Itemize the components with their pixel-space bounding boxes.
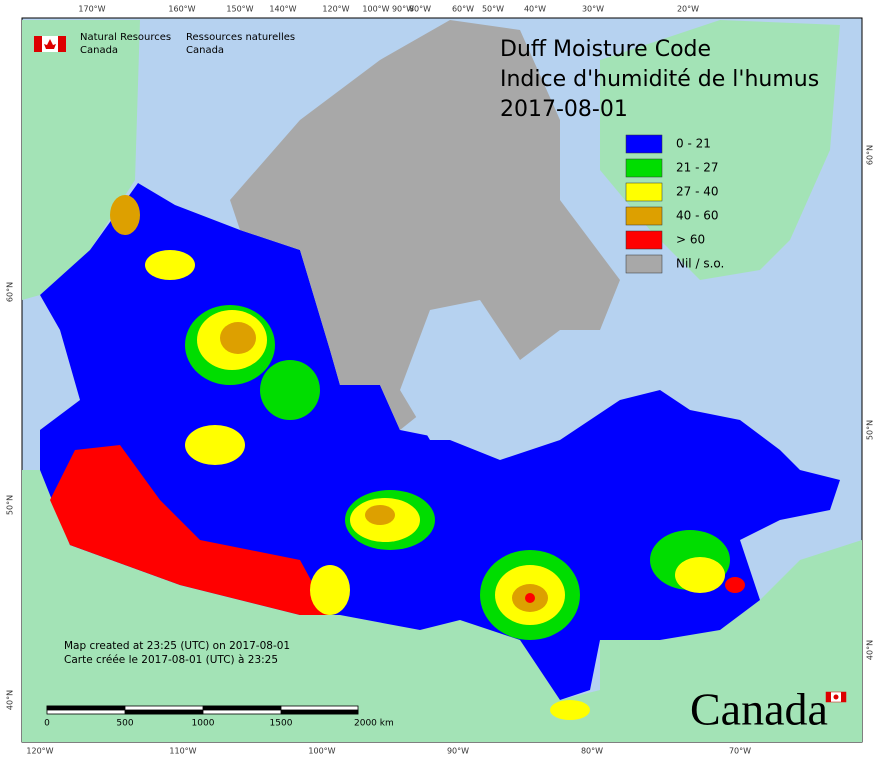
legend-label: 0 - 21 [676, 137, 711, 151]
longitude-label: 90°W [447, 747, 469, 756]
legend-swatch [625, 230, 663, 250]
longitude-label: 70°W [729, 747, 751, 756]
patch [145, 250, 195, 280]
department-en: Canada [80, 45, 118, 56]
department-fr: Ressources naturelles [186, 32, 295, 43]
patch [260, 360, 320, 420]
scale-seg [202, 705, 282, 711]
alaska [22, 20, 140, 300]
latitude-label: 50°N [866, 420, 875, 440]
legend-swatch [625, 182, 663, 202]
longitude-label: 50°W [482, 5, 504, 14]
patch [50, 445, 330, 615]
patch [220, 322, 256, 354]
hudson-bay [400, 300, 530, 440]
latitude-label: 60°N [6, 282, 15, 302]
longitude-label: 150°W [226, 5, 253, 14]
patch [310, 565, 350, 615]
latitude-label: 40°N [6, 690, 15, 710]
latitude-label: 50°N [6, 495, 15, 515]
legend-label: 21 - 27 [676, 161, 719, 175]
longitude-label: 20°W [677, 5, 699, 14]
longitude-label: 140°W [269, 5, 296, 14]
department-fr: Canada [186, 45, 224, 56]
legend-swatch [625, 206, 663, 226]
longitude-label: 60°W [452, 5, 474, 14]
legend-label: 40 - 60 [676, 209, 719, 223]
longitude-label: 120°W [322, 5, 349, 14]
longitude-label: 170°W [78, 5, 105, 14]
scale-label: 1500 [270, 719, 293, 729]
longitude-label: 100°W [362, 5, 389, 14]
flag-leaf [44, 39, 56, 49]
footer-note: Map created at 23:25 (UTC) on 2017-08-01 [64, 640, 290, 652]
patch [185, 425, 245, 465]
patch [675, 557, 725, 593]
latitude-label: 60°N [866, 145, 875, 165]
patch [525, 593, 535, 603]
legend-swatch [625, 134, 663, 154]
arctic-no-data [230, 20, 620, 430]
department-en: Natural Resources [80, 32, 171, 43]
title: Duff Moisture Code [500, 37, 711, 62]
scale-label: 500 [116, 719, 133, 729]
longitude-label: 80°W [581, 747, 603, 756]
longitude-label: 90°W [392, 5, 414, 14]
patch [550, 700, 590, 720]
patch [110, 195, 140, 235]
longitude-label: 100°W [308, 747, 335, 756]
patch [365, 505, 395, 525]
flag-bar [34, 36, 42, 52]
scale-seg [124, 709, 204, 715]
scale-label: 1000 [192, 719, 215, 729]
dmc-patches [50, 195, 745, 720]
scale-label: 0 [44, 719, 50, 729]
longitude-label: 160°W [168, 5, 195, 14]
longitude-label: 110°W [169, 747, 196, 756]
wordmark: Canada [690, 684, 847, 735]
longitude-label: 80°W [409, 5, 431, 14]
latitude-label: 40°N [866, 640, 875, 660]
header: Natural Resources Canada Ressources natu… [34, 32, 295, 56]
legend-swatch [625, 158, 663, 178]
usa [22, 470, 862, 742]
longitude-label: 40°W [524, 5, 546, 14]
wordmark-flag [826, 692, 831, 702]
footer-note: Carte créée le 2017-08-01 (UTC) à 23:25 [64, 654, 278, 666]
patch [725, 577, 745, 593]
wordmark-text: Canada [690, 684, 828, 735]
legend-swatch [625, 254, 663, 274]
scale-label: 2000 km [354, 719, 394, 729]
legend-label: > 60 [676, 233, 705, 247]
title-date: 2017-08-01 [500, 97, 628, 122]
wordmark-flag [833, 694, 839, 700]
longitude-label: 30°W [582, 5, 604, 14]
legend-label: Nil / s.o. [676, 257, 724, 271]
title: Indice d'humidité de l'humus [500, 67, 819, 92]
scale-seg [46, 705, 126, 711]
scale-bar [46, 705, 359, 715]
legend-label: 27 - 40 [676, 185, 719, 199]
scale-seg [280, 709, 359, 715]
longitude-label: 120°W [26, 747, 53, 756]
flag-bar [58, 36, 66, 52]
wordmark-flag [841, 692, 846, 702]
